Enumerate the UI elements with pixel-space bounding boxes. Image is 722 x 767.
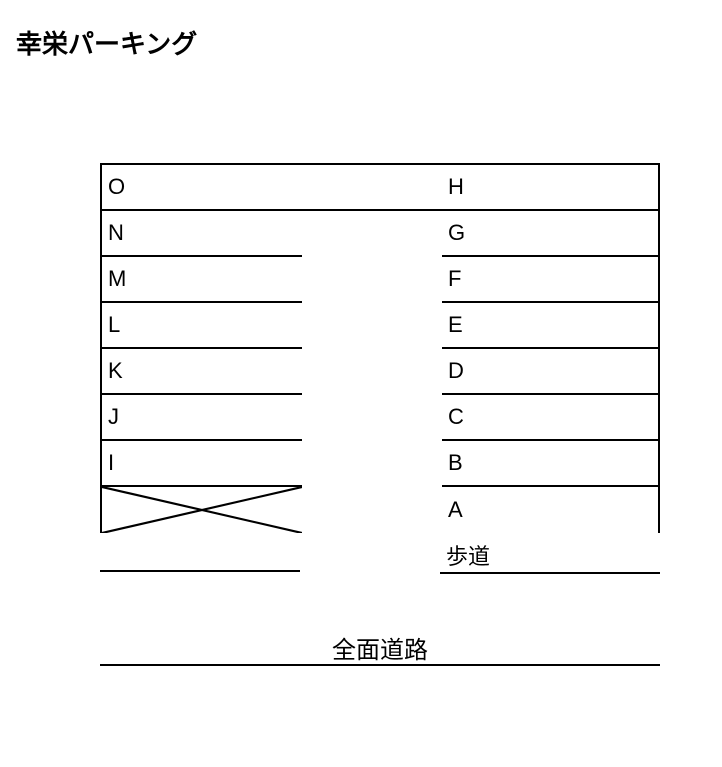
aisle-top-border [302, 165, 442, 211]
slot: M [102, 257, 302, 303]
slot: O [102, 165, 302, 211]
slot: H [442, 165, 658, 211]
right-column: H G F E D C B A [442, 165, 658, 533]
slot: K [102, 349, 302, 395]
road-label: 全面道路 [100, 630, 660, 665]
left-bottom-line [100, 570, 300, 572]
slot-rows: O N M L K J I H G F E D C B A [102, 165, 658, 533]
slot: I [102, 441, 302, 487]
page-title: 幸栄パーキング [16, 24, 197, 61]
sidewalk-label: 歩道 [440, 538, 660, 574]
road-line [100, 664, 660, 666]
slot: D [442, 349, 658, 395]
slot: E [442, 303, 658, 349]
slot: N [102, 211, 302, 257]
slot: A [442, 487, 658, 533]
slot: J [102, 395, 302, 441]
aisle [302, 165, 442, 533]
blocked-slot [102, 487, 302, 533]
parking-lot: O N M L K J I H G F E D C B A [100, 163, 660, 533]
cross-icon [102, 487, 302, 533]
left-column: O N M L K J I [102, 165, 302, 533]
slot: G [442, 211, 658, 257]
slot: B [442, 441, 658, 487]
slot: L [102, 303, 302, 349]
slot: C [442, 395, 658, 441]
slot: F [442, 257, 658, 303]
